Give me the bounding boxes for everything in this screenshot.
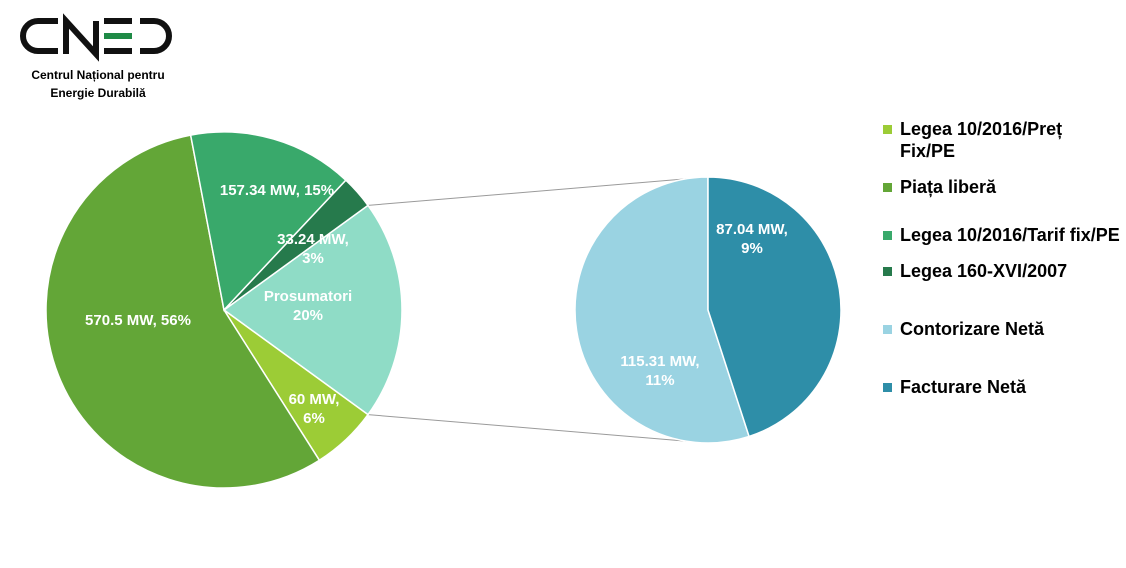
logo-letter-n xyxy=(63,13,99,62)
legend: Legea 10/2016/Preț Fix/PE Piața liberă L… xyxy=(882,118,1122,398)
data-label-line: 87.04 MW, xyxy=(716,221,788,238)
pie-slice xyxy=(222,204,403,416)
legend-swatch xyxy=(883,231,892,240)
data-label: 33.24 MW, 3% xyxy=(277,231,349,267)
legend-swatch xyxy=(883,325,892,334)
connector-lines xyxy=(367,176,709,444)
data-label-line: 9% xyxy=(741,240,763,257)
legend-item: Piața liberă xyxy=(882,176,1122,198)
legend-label: Legea 10/2016/Tarif fix/PE xyxy=(900,225,1120,245)
pie-slice xyxy=(189,131,347,312)
legend-label: Contorizare Netă xyxy=(900,319,1045,339)
data-label: Prosumatori 20% xyxy=(264,288,352,324)
pie-slice xyxy=(574,176,751,444)
legend-swatch xyxy=(883,183,892,192)
data-label: 570.5 MW, 56% xyxy=(85,312,191,329)
pie-slice xyxy=(223,179,370,311)
legend-swatch xyxy=(883,383,892,392)
pie-slice xyxy=(45,134,321,489)
legend-swatch xyxy=(883,267,892,276)
logo-letter-e xyxy=(104,18,132,54)
data-label: 157.34 MW, 15% xyxy=(220,182,334,199)
secondary-pie: 115.31 MW, 11% 87.04 MW, 9% xyxy=(574,176,842,444)
data-label-line: 60 MW, xyxy=(289,391,340,408)
legend-item: Legea 160-XVI/2007 xyxy=(882,260,1122,282)
connector-line-top xyxy=(367,176,709,206)
legend-label: Legea 160-XVI/2007 xyxy=(900,261,1068,281)
logo-letter-c xyxy=(20,18,58,54)
data-label-line: Prosumatori xyxy=(264,288,352,305)
data-label-line: 20% xyxy=(293,307,323,324)
data-label-line: 157.34 MW, 15% xyxy=(220,182,334,199)
legend-label: Piața liberă xyxy=(900,177,997,197)
data-label: 87.04 MW, 9% xyxy=(716,221,788,257)
data-label: 60 MW, 6% xyxy=(289,391,340,427)
cned-logo xyxy=(20,13,172,62)
logo-letter-d xyxy=(140,18,172,54)
legend-item: Contorizare Netă xyxy=(882,318,1122,340)
data-label-line: 570.5 MW, 56% xyxy=(85,312,191,329)
data-label-line: 11% xyxy=(645,372,674,389)
pie-slice xyxy=(707,176,842,438)
data-label-line: 115.31 MW, xyxy=(620,353,699,370)
data-label: 115.31 MW, 11% xyxy=(620,353,699,389)
legend-item: Facturare Netă xyxy=(882,376,1122,398)
connector-line-bottom xyxy=(367,414,709,444)
logo-name-line-2: Energie Durabilă xyxy=(50,86,146,100)
logo-name-line-1: Centrul Național pentru xyxy=(31,68,165,82)
legend-label: Facturare Netă xyxy=(900,377,1027,397)
main-pie: Prosumatori 20% 60 MW, 6% 570.5 MW, 56% 157.3… xyxy=(45,131,403,489)
data-label-line: 6% xyxy=(303,410,325,427)
data-label-line: 3% xyxy=(302,250,324,267)
data-label-line: 33.24 MW, xyxy=(277,231,349,248)
legend-item: Legea 10/2016/Tarif fix/PE xyxy=(882,224,1122,246)
legend-swatch xyxy=(883,125,892,134)
legend-label: Legea 10/2016/Preț Fix/PE xyxy=(900,119,1063,161)
legend-item: Legea 10/2016/Preț Fix/PE xyxy=(882,118,1122,162)
